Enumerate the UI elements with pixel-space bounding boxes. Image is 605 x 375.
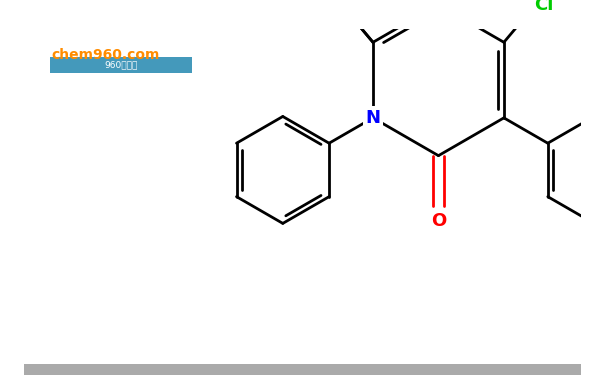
Text: 960化工网: 960化工网: [105, 60, 138, 69]
Text: O: O: [431, 212, 446, 230]
FancyBboxPatch shape: [50, 57, 192, 73]
FancyBboxPatch shape: [24, 364, 581, 375]
Text: chem960.com: chem960.com: [51, 48, 160, 62]
Text: N: N: [365, 109, 381, 127]
Text: Cl: Cl: [534, 0, 554, 14]
